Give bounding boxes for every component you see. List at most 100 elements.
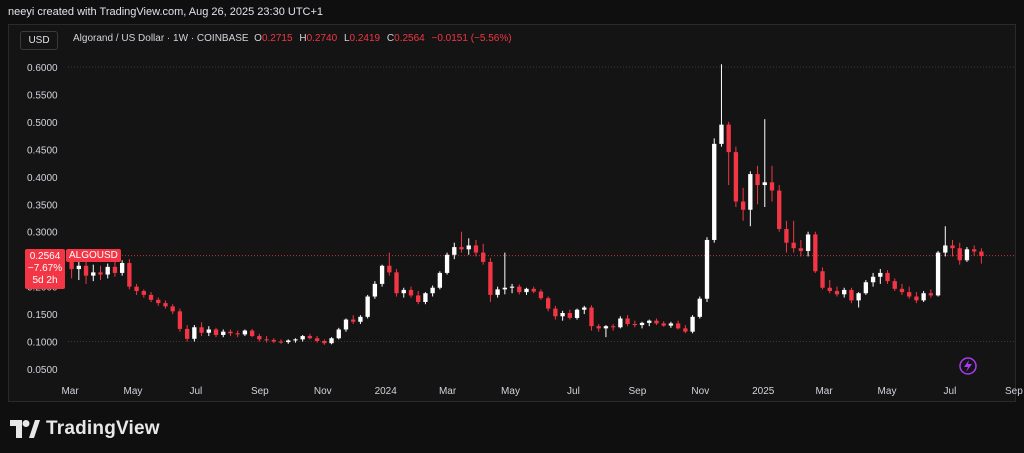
candle-down xyxy=(907,292,912,297)
current-price: 0.2564 xyxy=(29,251,61,262)
candle-down xyxy=(553,308,558,317)
candle-up xyxy=(423,293,428,303)
legend-change: −0.0151 (−5.56%) xyxy=(431,33,512,44)
candle-down xyxy=(957,248,962,261)
candle-down xyxy=(596,326,601,329)
candle-up xyxy=(574,309,580,318)
candle-up xyxy=(842,289,847,295)
currency-button[interactable]: USD xyxy=(20,31,58,50)
candle-up xyxy=(935,252,941,296)
candle-down xyxy=(459,247,464,250)
candle-down xyxy=(481,252,486,262)
candle-down xyxy=(798,248,804,251)
chart-caption: neeyi created with TradingView.com, Aug … xyxy=(8,6,324,18)
candle-down xyxy=(610,326,616,328)
legend-low: 0.2419 xyxy=(349,33,381,44)
candle-down xyxy=(163,303,168,307)
candle-up xyxy=(293,339,298,341)
candle-down xyxy=(849,289,854,301)
candle-down xyxy=(979,251,984,256)
candle-up xyxy=(870,276,876,283)
candle-down xyxy=(69,258,74,270)
x-tick-label: 2024 xyxy=(375,386,398,397)
tradingview-logo-icon xyxy=(10,420,40,438)
candle-down xyxy=(98,272,103,275)
candle-up xyxy=(329,338,334,344)
candle-up xyxy=(119,263,125,273)
candle-down xyxy=(820,271,825,288)
candle-up xyxy=(921,293,926,301)
candle-down xyxy=(625,318,630,324)
x-tick-label: Sep xyxy=(251,386,269,397)
candle-down xyxy=(769,182,775,191)
x-tick-label: 2025 xyxy=(752,386,775,397)
candle-down xyxy=(899,288,905,293)
candle-down xyxy=(278,341,284,343)
brand-logo[interactable]: TradingView xyxy=(10,418,160,440)
candle-down xyxy=(834,291,840,295)
candle-down xyxy=(141,291,146,295)
candle-up xyxy=(748,174,753,210)
candle-up xyxy=(206,329,211,333)
y-tick-label: 0.4000 xyxy=(27,173,58,184)
candle-down xyxy=(755,174,760,186)
candle-down xyxy=(885,272,890,282)
candle-up xyxy=(639,322,645,326)
candle-down xyxy=(538,291,544,299)
candle-up xyxy=(762,182,767,186)
candle-up xyxy=(582,307,587,310)
x-tick-label: Nov xyxy=(691,386,709,397)
candle-up xyxy=(300,336,305,340)
candle-up xyxy=(524,288,529,293)
candle-up xyxy=(336,329,341,339)
x-tick-label: Sep xyxy=(628,386,646,397)
candle-up xyxy=(856,293,861,301)
candle-down xyxy=(228,331,233,334)
candle-up xyxy=(697,298,702,317)
candle-down xyxy=(387,265,392,273)
candle-down xyxy=(813,234,818,272)
candle-down xyxy=(784,228,789,243)
chart-panel[interactable]: USD Algorand / US Dollar · 1W · COINBASE… xyxy=(8,24,1016,402)
y-tick-label: 0.3000 xyxy=(27,228,58,239)
y-tick-label: 0.1000 xyxy=(27,338,58,349)
candle-up xyxy=(502,287,508,290)
candle-down xyxy=(531,288,536,292)
candle-down xyxy=(148,294,154,300)
candle-down xyxy=(271,339,276,342)
candle-up xyxy=(76,265,81,270)
y-tick-label: 0.0500 xyxy=(27,365,58,376)
candle-up xyxy=(668,323,674,326)
candle-up xyxy=(690,316,695,332)
candle-down xyxy=(567,312,572,318)
x-tick-label: Mar xyxy=(61,386,79,397)
y-tick-label: 0.5500 xyxy=(27,90,58,101)
candle-down xyxy=(156,299,161,304)
candle-up xyxy=(242,330,248,335)
candle-up xyxy=(379,265,385,284)
candle-up xyxy=(365,296,370,317)
x-tick-label: May xyxy=(501,386,520,397)
candle-down xyxy=(249,330,255,337)
y-tick-label: 0.6000 xyxy=(27,63,58,74)
y-tick-label: 0.1500 xyxy=(27,310,58,321)
candle-down xyxy=(589,307,594,327)
candle-down xyxy=(307,336,313,339)
candle-down xyxy=(777,190,782,229)
legend-low-label: L xyxy=(343,33,350,44)
candle-down xyxy=(517,286,522,293)
candle-up xyxy=(430,287,435,294)
candle-down xyxy=(488,261,493,295)
legend-high: 0.2740 xyxy=(306,33,338,44)
candle-up xyxy=(603,326,609,329)
candle-up xyxy=(105,266,110,275)
candle-down xyxy=(199,327,204,333)
candle-up xyxy=(495,289,500,295)
y-tick-label: 0.4500 xyxy=(27,145,58,156)
candle-up xyxy=(712,143,717,240)
candle-down xyxy=(740,201,746,210)
candle-up xyxy=(719,124,724,144)
x-tick-label: May xyxy=(878,386,897,397)
x-tick-label: Mar xyxy=(439,386,457,397)
